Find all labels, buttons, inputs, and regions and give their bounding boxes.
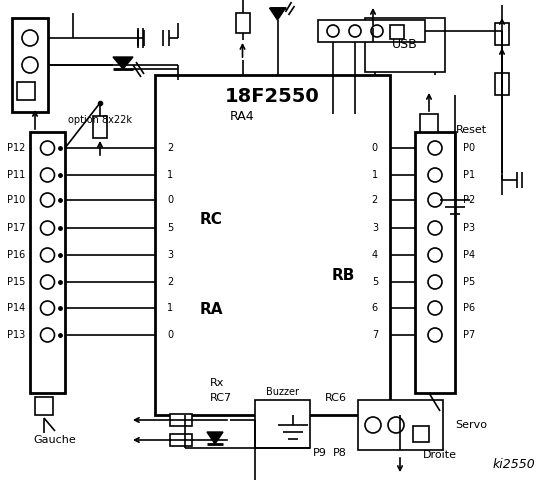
Text: P1: P1 [463,170,475,180]
Text: 2: 2 [167,143,173,153]
Circle shape [40,221,55,235]
Text: RC6: RC6 [325,393,347,403]
Circle shape [40,141,55,155]
Text: 3: 3 [167,250,173,260]
Bar [365,18,445,72]
Bar [495,73,509,95]
Text: P4: P4 [463,250,475,260]
Text: P15: P15 [7,277,25,287]
Text: P11: P11 [7,170,25,180]
Text: 2: 2 [372,195,378,205]
Text: P17: P17 [7,223,25,233]
Text: P8: P8 [333,448,347,458]
Text: 4: 4 [372,250,378,260]
Text: 18F2550: 18F2550 [225,87,320,107]
Text: P0: P0 [463,143,475,153]
Text: USB: USB [392,38,418,51]
Polygon shape [113,57,133,69]
Polygon shape [269,8,285,20]
Circle shape [388,417,404,433]
Text: RC: RC [200,213,223,228]
Text: RB: RB [332,267,355,283]
Bar [390,25,404,39]
Text: P12: P12 [7,143,25,153]
Text: 0: 0 [167,330,173,340]
Circle shape [428,168,442,182]
Text: RA: RA [200,302,223,317]
Circle shape [371,25,383,37]
Text: Gauche: Gauche [34,435,76,445]
Text: Rx: Rx [210,378,225,388]
Text: Reset: Reset [456,125,487,135]
Text: 0: 0 [167,195,173,205]
Text: 1: 1 [167,170,173,180]
Bar [420,114,438,132]
Text: P5: P5 [463,277,475,287]
Circle shape [40,193,55,207]
Circle shape [428,141,442,155]
Bar [17,82,35,100]
Text: ki2550: ki2550 [492,458,535,471]
Circle shape [428,328,442,342]
Text: Servo: Servo [455,420,487,430]
Bar [30,132,65,393]
Bar [318,20,425,42]
Text: 0: 0 [372,143,378,153]
Text: 5: 5 [372,277,378,287]
Text: 6: 6 [372,303,378,313]
Text: option 8x22k: option 8x22k [68,115,132,125]
Circle shape [428,193,442,207]
Circle shape [40,248,55,262]
Text: 1: 1 [167,303,173,313]
Bar [12,18,48,112]
Circle shape [428,248,442,262]
Circle shape [428,221,442,235]
Bar [170,434,192,446]
Circle shape [40,275,55,289]
Bar [236,13,249,33]
Text: RA4: RA4 [230,110,255,123]
Text: P2: P2 [463,195,475,205]
Text: P7: P7 [463,330,475,340]
Text: P6: P6 [463,303,475,313]
Text: 7: 7 [372,330,378,340]
Text: 1: 1 [372,170,378,180]
Polygon shape [207,432,223,444]
Text: P16: P16 [7,250,25,260]
Text: P3: P3 [463,223,475,233]
Circle shape [22,57,38,73]
Bar [35,397,53,415]
Text: P10: P10 [7,195,25,205]
Bar [495,23,509,45]
Text: 5: 5 [167,223,173,233]
Text: P14: P14 [7,303,25,313]
Text: P13: P13 [7,330,25,340]
Circle shape [349,25,361,37]
Circle shape [40,328,55,342]
Bar [93,116,107,138]
Text: RC7: RC7 [210,393,232,403]
Bar [415,132,455,393]
Circle shape [22,30,38,46]
Text: P9: P9 [313,448,327,458]
Circle shape [365,417,381,433]
Circle shape [327,25,339,37]
Circle shape [40,301,55,315]
Circle shape [40,168,55,182]
Text: Droite: Droite [423,450,457,460]
Bar [358,400,443,450]
Circle shape [428,301,442,315]
Bar [170,414,192,426]
Text: Buzzer: Buzzer [266,387,299,397]
Bar [255,400,310,448]
Text: 2: 2 [167,277,173,287]
Circle shape [428,275,442,289]
Bar [155,75,390,415]
Text: 3: 3 [372,223,378,233]
Bar [413,426,429,442]
